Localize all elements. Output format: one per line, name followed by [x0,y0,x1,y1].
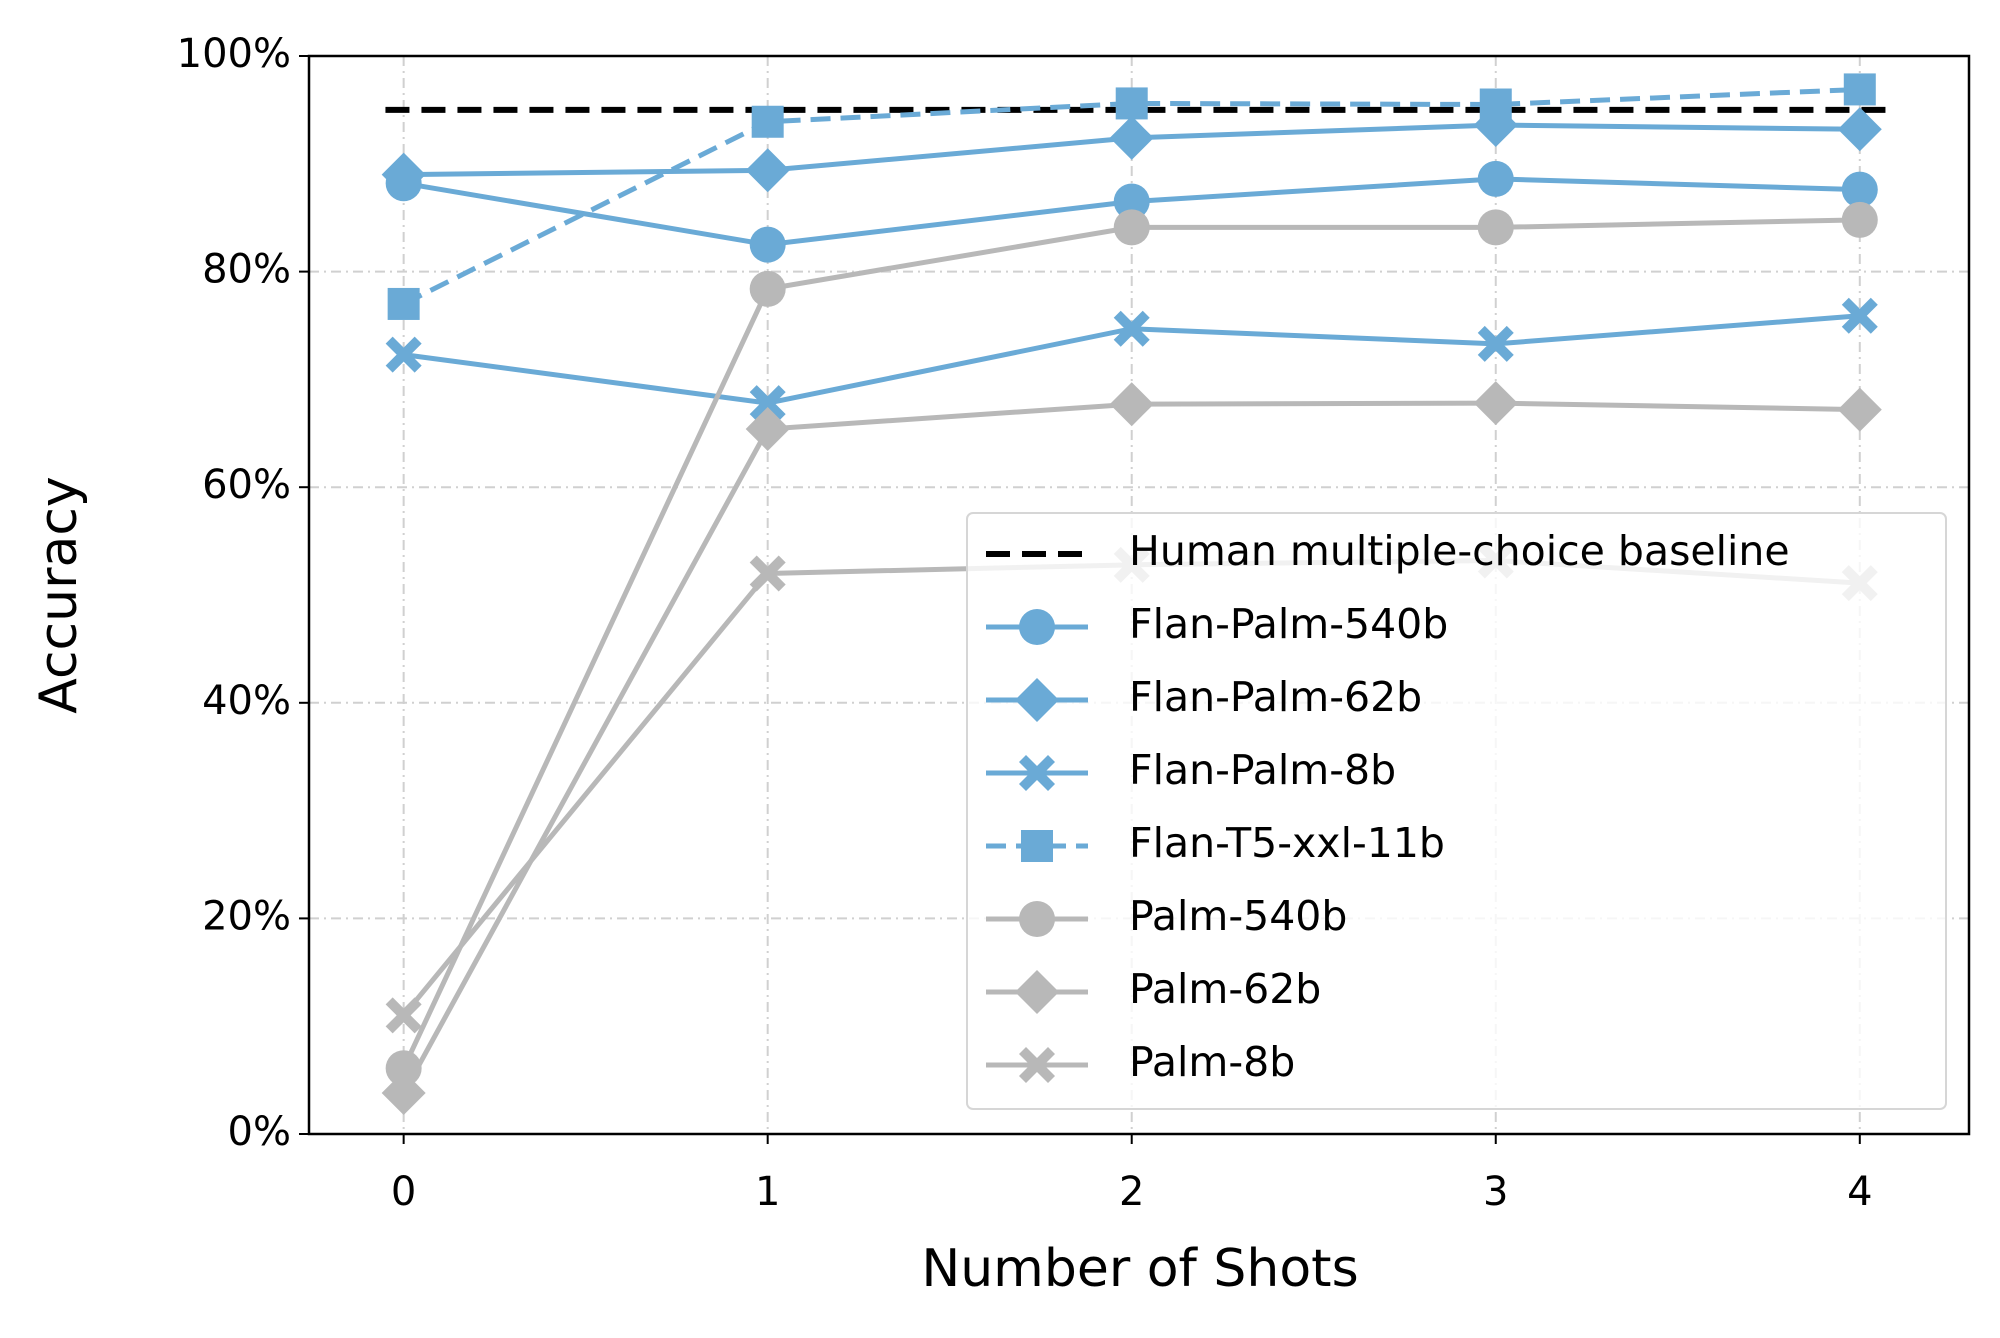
marker [1843,73,1876,106]
marker [1113,209,1150,246]
marker [749,270,786,307]
y-axis-label: Accuracy [29,476,89,713]
marker [1837,387,1882,432]
marker [385,997,422,1034]
marker [1113,183,1150,220]
legend: Human multiple-choice baseline Flan-Palm-… [966,512,1947,1110]
marker [1477,209,1514,246]
marker [1477,325,1514,362]
marker [387,287,420,320]
legend-label: Palm-8b [1129,1038,1295,1086]
marker [1841,297,1878,334]
legend-marker [1015,970,1059,1014]
plot-frame [307,54,1971,1136]
legend-marker [1015,678,1059,722]
legend-box [966,512,1947,1110]
marker [751,105,784,138]
legend-marker [1019,901,1055,937]
marker [1473,381,1518,426]
x-tick-label: 4 [1847,1169,1872,1215]
marker [1109,382,1154,427]
marker [381,152,426,197]
y-tick-label: 60% [202,462,291,508]
y-tick-label: 20% [202,893,291,939]
x-axis-label: Number of Shots [921,1239,1358,1299]
legend-label: Flan-Palm-8b [1129,746,1396,794]
legend-marker [1019,755,1055,791]
x-tick-label: 0 [391,1169,416,1215]
x-tick-label: 3 [1483,1169,1508,1215]
marker [745,148,790,193]
marker [745,406,790,451]
marker [1113,310,1150,347]
series-line [402,86,1860,307]
legend-label: Palm-62b [1129,965,1321,1013]
legend-label: Flan-Palm-62b [1129,673,1422,721]
x-tick-label: 2 [1119,1169,1144,1215]
marker [749,385,786,422]
x-tick-label: 1 [755,1169,780,1215]
marker [1841,201,1878,238]
marker [1115,87,1148,120]
marker [1109,115,1154,160]
marker [381,1071,426,1116]
marker [749,226,786,263]
marker [749,555,786,592]
legend-label: Human multiple-choice baseline [1129,527,1790,575]
marker [1841,171,1878,208]
legend-marker [1021,830,1053,862]
marker [385,336,422,373]
legend-label: Flan-T5-xxl-11b [1129,819,1445,867]
marker [1837,107,1882,152]
y-tick-label: 40% [202,678,291,724]
y-tick-label: 0% [228,1109,291,1155]
legend-marker [1019,609,1055,645]
legend-marker [1019,1047,1055,1083]
legend-label: Flan-Palm-540b [1129,600,1448,648]
marker [1477,160,1514,197]
y-tick-label: 100% [177,31,291,77]
y-tick-label: 80% [202,247,291,293]
legend-label: Palm-540b [1129,892,1347,940]
marker [1479,88,1512,121]
